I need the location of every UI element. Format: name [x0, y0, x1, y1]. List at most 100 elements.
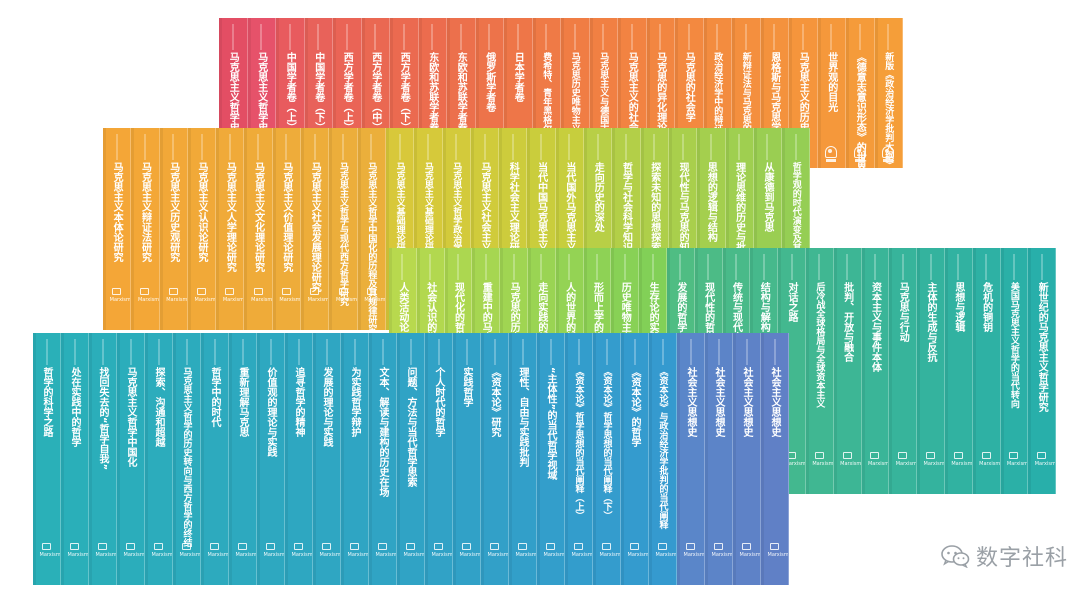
series-mark [735, 254, 737, 280]
book-title: 人的世界的哲学 [563, 282, 575, 352]
book-title: 恩格斯与马克思学文献 [768, 52, 780, 152]
series-mark [144, 134, 146, 160]
book-spine: 《资本论》哲学思想的当代阐释（下） Marxism [593, 333, 621, 585]
book-spine: 马克思主义本体论研究 Marxism [103, 128, 132, 330]
series-mark [540, 134, 542, 160]
publisher-logo-icon [126, 543, 135, 550]
series-mark [270, 339, 271, 365]
publisher-mark: Marxism [110, 288, 130, 303]
book-title: 现代化的哲学透视 [452, 282, 464, 362]
book-spine: 马克思主义哲学中国化 Marxism [117, 333, 145, 585]
publisher-mark: Marxism [488, 543, 508, 558]
series-mark [859, 24, 861, 50]
book-spine: 马克思主义哲学的历史转向与西方哲学的终结 Marxism [173, 333, 201, 585]
publisher-latin: Marxism [711, 552, 733, 558]
book-spine: 马克思主义哲学中国化的历程及其规律研究 Marxism [357, 128, 386, 330]
book-title: 危机的铜钥 [980, 282, 992, 332]
publisher-logo-icon [1009, 452, 1019, 459]
publisher-logo-icon [842, 452, 852, 459]
book-spine: 马克思主义认识论研究 Marxism [187, 128, 217, 330]
book-spine: 新版《政治经济学批判大纲》的研究 [874, 18, 903, 168]
publisher-mark: Marxism [348, 543, 368, 558]
publisher-mark: Marxism [264, 543, 284, 558]
publisher-logo-icon [338, 288, 348, 295]
book-title: 结构与解构 [758, 282, 770, 332]
book-title: 俄罗斯学者卷 [483, 52, 495, 112]
book-title: 马克思主义本体论研究 [111, 162, 123, 262]
book-title: 理论思维的历史与批判 [733, 162, 745, 262]
series-mark [427, 134, 429, 160]
book-title: 新版《政治经济学批判大纲》的研究 [883, 52, 894, 168]
publisher-latin: Marxism [364, 297, 386, 303]
series-mark [596, 254, 598, 280]
series-mark [887, 24, 889, 50]
series-mark [746, 339, 747, 365]
book-spine: 《德意志意识形态》的世界 [846, 18, 875, 168]
series-mark [763, 254, 765, 280]
book-spine: 社会主义思想史 Marxism [761, 333, 789, 585]
publisher-logo-icon [322, 543, 331, 550]
publisher-latin: Marxism [840, 461, 862, 467]
series-mark [634, 339, 635, 365]
series-mark [517, 24, 519, 50]
publisher-mark: Marxism [68, 543, 88, 558]
book-title: 马克思主义哲学的历史转向与西方哲学的终结 [181, 367, 192, 547]
series-mark [682, 134, 684, 160]
book-title: 马克思的社会学 [683, 52, 695, 122]
book-title: 重新理解马克思 [237, 367, 248, 437]
publisher-latin: Marxism [179, 552, 201, 558]
book-spine: 危机的铜钥 Marxism [972, 248, 1001, 494]
series-mark [74, 339, 75, 365]
publisher-mark: Marxism [599, 543, 621, 558]
series-mark [540, 254, 542, 280]
publisher-mark: Marxism [307, 288, 329, 303]
book-title: 马克思主义哲学史（下） [255, 52, 267, 162]
publisher-latin: Marxism [307, 297, 329, 303]
series-mark [688, 24, 690, 50]
series-mark [795, 134, 797, 160]
series-mark [410, 339, 411, 365]
series-mark [260, 24, 262, 50]
publisher-mark: Marxism [124, 543, 144, 558]
book-title: 处在实践中的哲学 [69, 367, 80, 447]
book-title: 找回失去的“哲学自我” [97, 367, 108, 471]
series-mark [214, 339, 215, 365]
publisher-logo-icon [462, 543, 471, 550]
book-title: 主体的生成与反抗 [925, 282, 937, 362]
series-mark [659, 24, 661, 50]
book-spine: 《资本论》的哲学 Marxism [621, 333, 649, 585]
series-mark [314, 134, 316, 160]
series-mark [568, 134, 570, 160]
book-title: 哲学观的时代演变及其基本形态与走向 [790, 162, 801, 315]
book-title: 马克思主义哲学史（上） [227, 52, 239, 162]
publisher-mark: Marxism [544, 543, 564, 558]
book-spine: 马克思主义文化理论研究 Marxism [244, 128, 273, 330]
publisher-mark: Marxism [1034, 452, 1056, 467]
series-mark [370, 134, 372, 160]
publisher-latin: Marxism [235, 552, 257, 558]
book-title: 传统与现代之间 [730, 282, 742, 352]
publisher-latin: Marxism [251, 297, 273, 303]
publisher-latin: Marxism [222, 297, 244, 303]
book-title: 马克思主义的社会本体论 [626, 52, 638, 162]
book-title: 中国学者卷（下） [312, 52, 324, 132]
publisher-mark: Marxism [684, 543, 704, 558]
series-mark [285, 134, 287, 160]
publisher-mark: Marxism [896, 452, 916, 467]
book-row-bottom: 哲学的科学之路 Marxism 处在实践中的哲学 Marxism 找回失去的“哲学自我”… [33, 333, 789, 585]
series-mark [102, 339, 103, 365]
book-title: 价值观的理论与实践 [265, 367, 276, 457]
publisher-mark: Marxism [222, 288, 244, 303]
publisher-latin: Marxism [599, 552, 621, 558]
wechat-watermark: 数字社科 [940, 540, 1068, 572]
series-mark [745, 24, 747, 50]
publisher-mark: Marxism [152, 543, 172, 558]
publisher-mark: Marxism [812, 452, 833, 467]
series-mark [289, 24, 291, 50]
publisher-mark: Marxism [572, 543, 592, 558]
publisher-logo-icon [686, 543, 695, 550]
series-mark [326, 339, 327, 365]
series-mark [116, 134, 118, 160]
publisher-latin: Marxism [1034, 461, 1056, 467]
publisher-logo-icon [406, 543, 415, 550]
